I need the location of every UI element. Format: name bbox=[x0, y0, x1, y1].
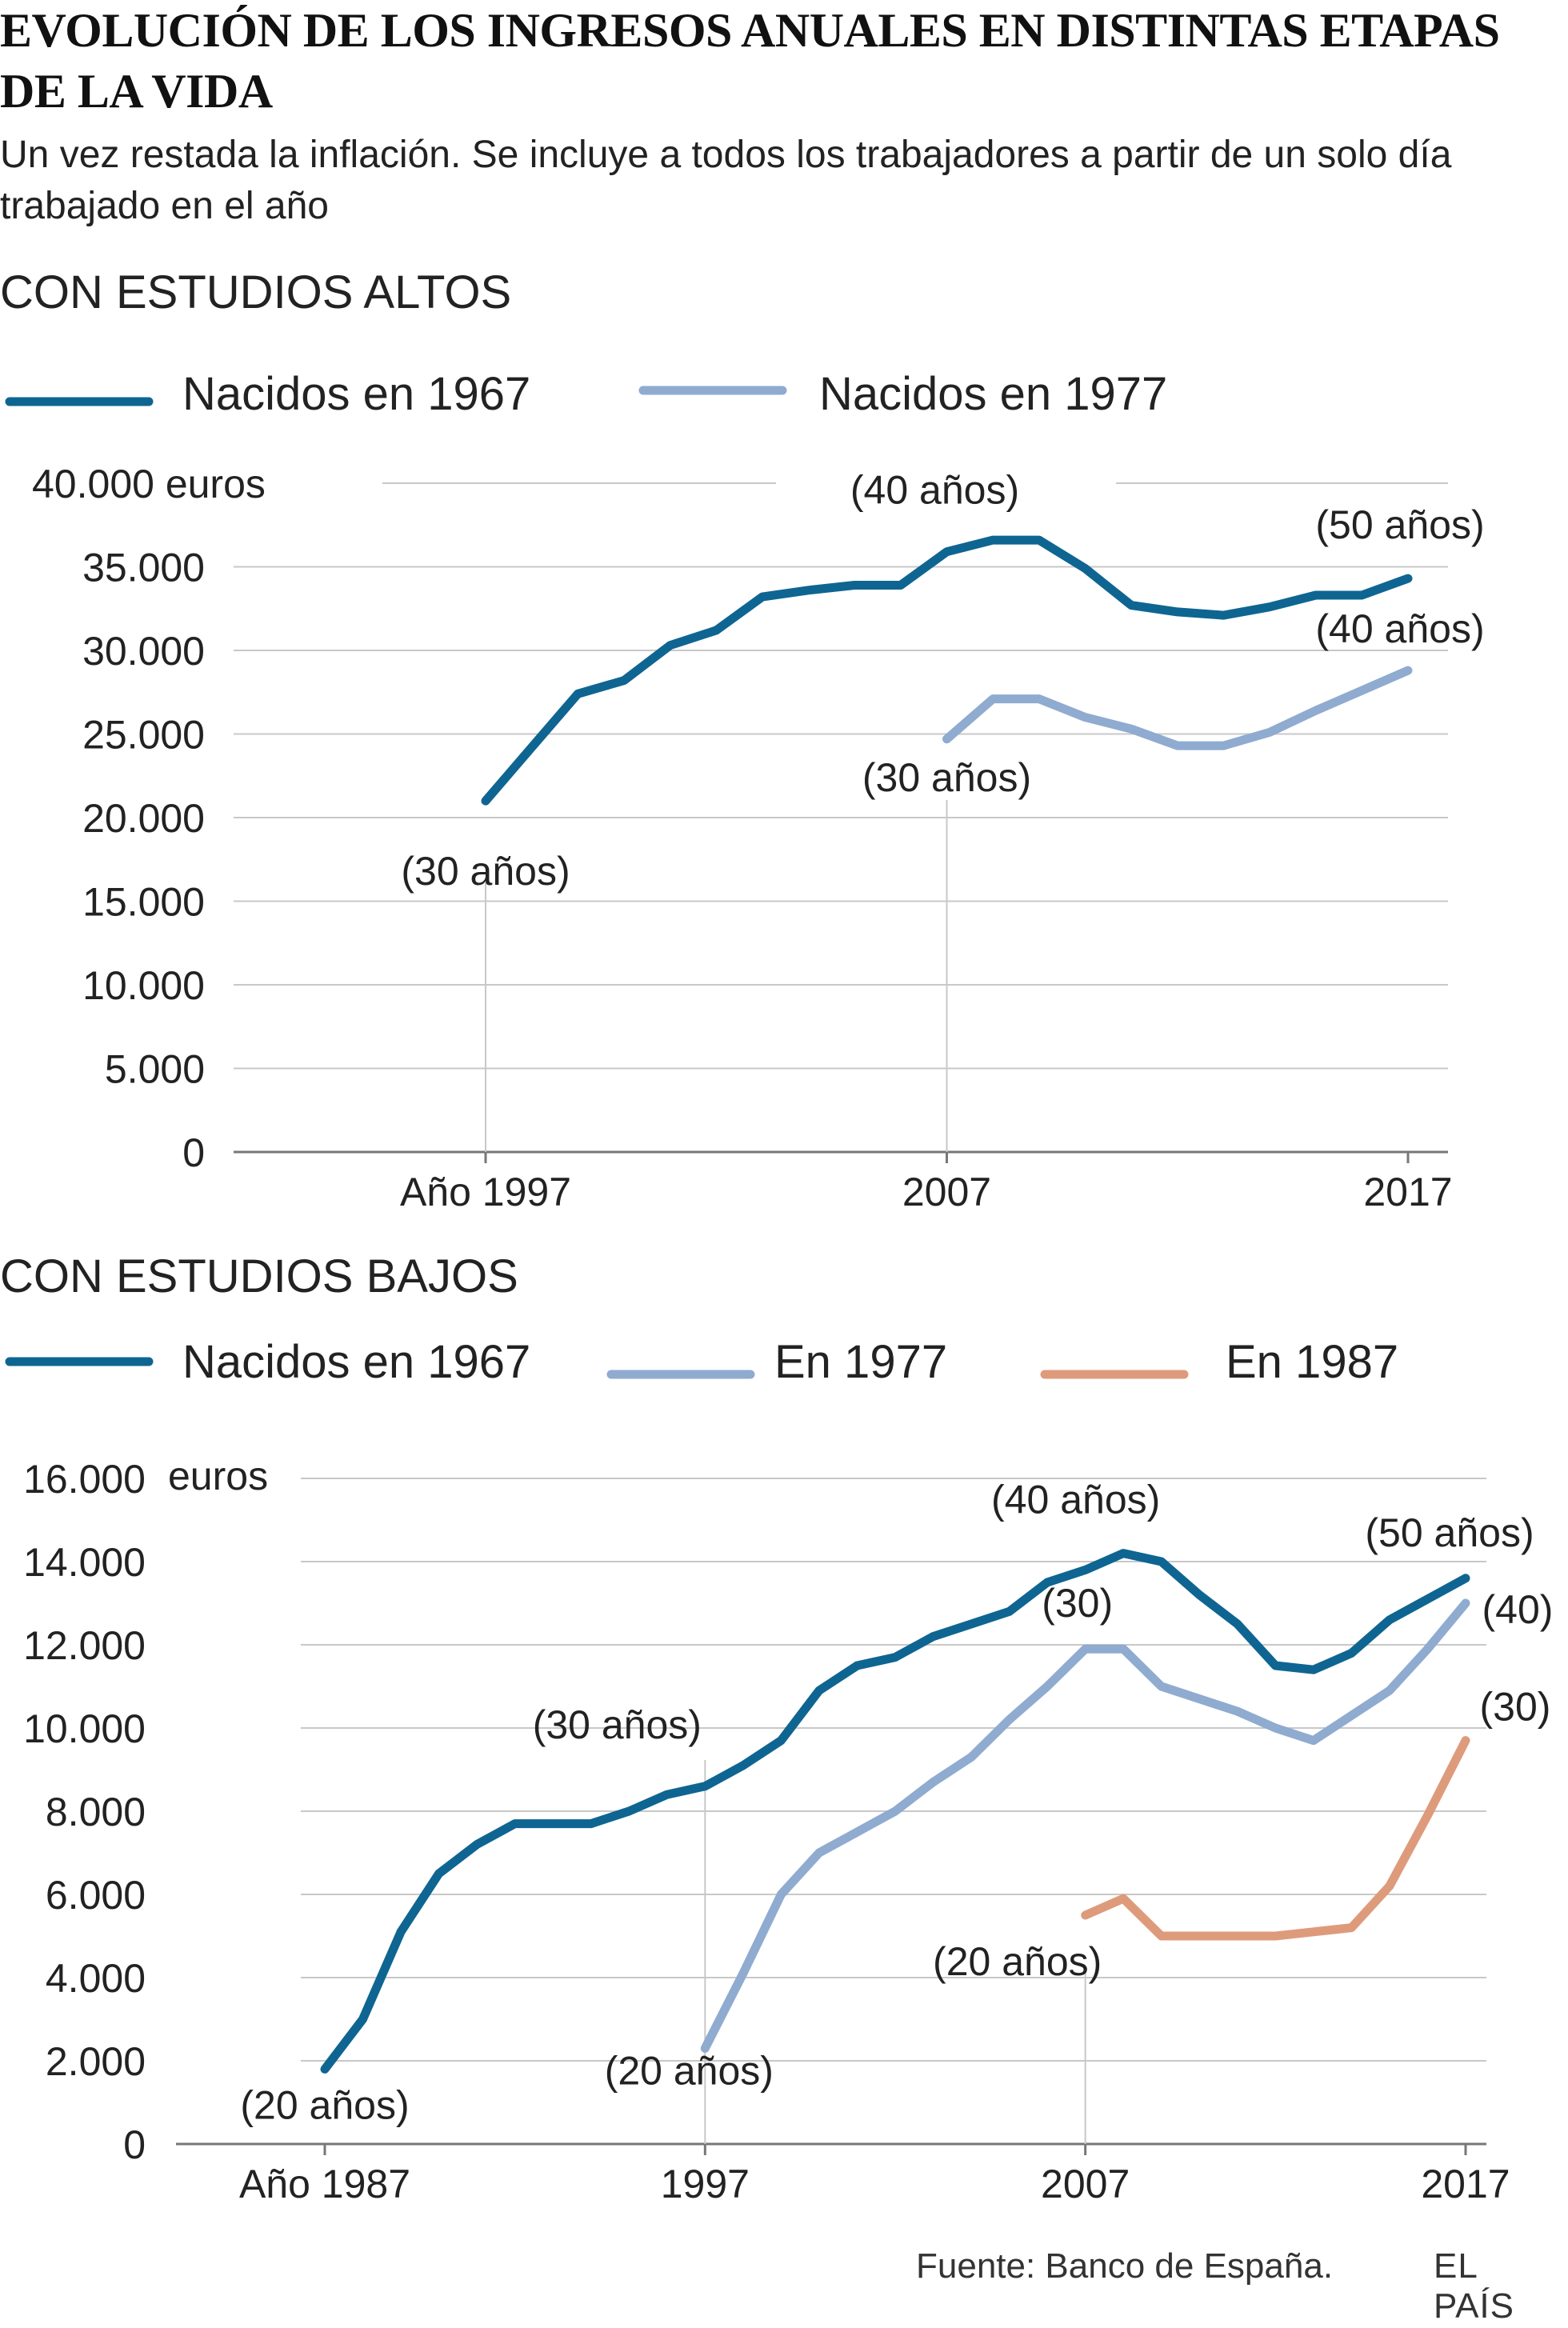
y-tick-label: 4.000 bbox=[46, 1956, 146, 2001]
y-tick-label: 12.000 bbox=[23, 1623, 146, 1668]
x-tick-label: 1997 bbox=[661, 2162, 750, 2206]
x-tick-label: 2017 bbox=[1363, 1170, 1452, 1214]
legend-label: En 1987 bbox=[1226, 1336, 1398, 1388]
y-tick-label: 30.000 bbox=[82, 629, 205, 674]
series-line bbox=[700, 1598, 1470, 2053]
y-tick-label: 35.000 bbox=[82, 546, 205, 590]
y-tick-label: 8.000 bbox=[46, 1790, 146, 1834]
series-line bbox=[481, 535, 1413, 806]
series-line bbox=[320, 1549, 1470, 2074]
publisher-brand: EL PAÍS bbox=[1434, 2246, 1515, 2326]
section-title-high-education: CON ESTUDIOS ALTOS bbox=[0, 266, 512, 318]
section-title-low-education: CON ESTUDIOS BAJOS bbox=[0, 1250, 518, 1302]
y-tick-label: 5.000 bbox=[105, 1047, 205, 1092]
age-annotation: (20 años) bbox=[240, 2082, 409, 2127]
chart-subtitle: Un vez restada la inflación. Se incluye … bbox=[0, 134, 1452, 227]
y-tick-label: 15.000 bbox=[82, 880, 205, 925]
chart-low-education: 0 2.000 4.000 6.000 8.000 10.000 12.000 14.000 1… bbox=[5, 1336, 1554, 2206]
y-tick-label: 0 bbox=[182, 1130, 205, 1175]
y-tick-label: 16.000 bbox=[23, 1457, 146, 1502]
age-annotation: (20 años) bbox=[605, 2048, 774, 2093]
legend-label: Nacidos en 1977 bbox=[819, 368, 1167, 420]
y-tick-label: 14.000 bbox=[23, 1540, 146, 1585]
age-annotation: (40 años) bbox=[850, 468, 1019, 513]
x-tick-label: Año 1997 bbox=[400, 1170, 571, 1214]
series-line bbox=[1081, 1736, 1470, 1941]
y-axis-unit-label: euros bbox=[168, 1454, 268, 1498]
age-annotation: (40 años) bbox=[991, 1478, 1160, 1522]
age-annotation: (30 años) bbox=[533, 1702, 702, 1747]
y-axis-unit-label: 40.000 euros bbox=[32, 462, 266, 506]
legend-label: En 1977 bbox=[774, 1336, 947, 1388]
age-annotation: (40 años) bbox=[1315, 606, 1484, 651]
y-tick-label: 25.000 bbox=[82, 713, 205, 758]
y-tick-label: 0 bbox=[123, 2122, 146, 2167]
x-tick-label: 2007 bbox=[1041, 2162, 1130, 2206]
series-line bbox=[942, 666, 1413, 750]
x-tick-label: 2007 bbox=[902, 1170, 991, 1214]
y-tick-label: 10.000 bbox=[23, 1706, 146, 1751]
age-annotation: (40) bbox=[1482, 1587, 1554, 1632]
chart-title: EVOLUCIÓN DE LOS INGRESOS ANUALES EN DIS… bbox=[0, 4, 1500, 118]
legend-label: Nacidos en 1967 bbox=[182, 1336, 530, 1388]
x-tick-label: Año 1987 bbox=[239, 2162, 410, 2206]
source-note: Fuente: Banco de España. bbox=[916, 2246, 1334, 2286]
age-annotation: (30) bbox=[1480, 1685, 1551, 1730]
age-annotation: (30) bbox=[1042, 1581, 1113, 1626]
age-annotation: (30 años) bbox=[401, 849, 570, 894]
age-annotation: (20 años) bbox=[933, 1939, 1102, 1984]
age-annotation: (50 años) bbox=[1315, 502, 1484, 547]
y-tick-label: 10.000 bbox=[82, 963, 205, 1008]
age-annotation: (50 años) bbox=[1365, 1510, 1534, 1555]
age-annotation: (30 años) bbox=[862, 755, 1031, 800]
y-tick-label: 2.000 bbox=[46, 2039, 146, 2084]
chart-high-education: 0 5.000 10.000 15.000 20.000 25.000 30.000 35.0… bbox=[5, 368, 1485, 1214]
legend-label: Nacidos en 1967 bbox=[182, 368, 530, 420]
y-tick-label: 6.000 bbox=[46, 1873, 146, 1918]
x-tick-label: 2017 bbox=[1421, 2162, 1510, 2206]
y-tick-label: 20.000 bbox=[82, 796, 205, 841]
